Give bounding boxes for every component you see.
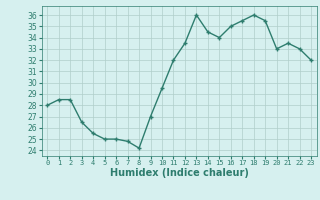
X-axis label: Humidex (Indice chaleur): Humidex (Indice chaleur) [110, 168, 249, 178]
